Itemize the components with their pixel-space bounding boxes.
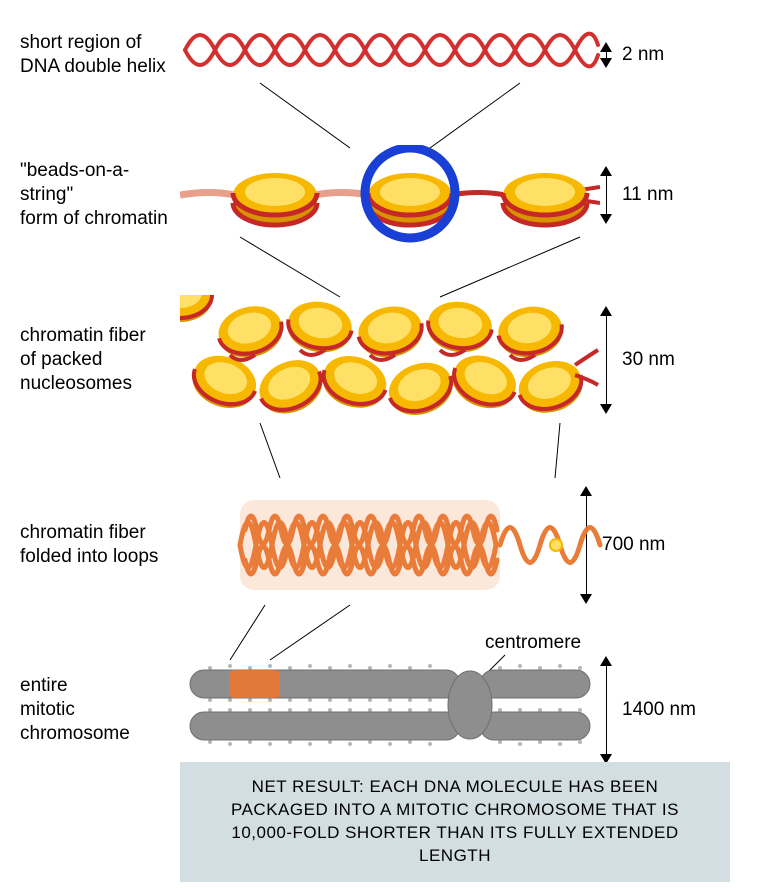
label-30nm: chromatin fiberof packednucleosomes	[0, 324, 180, 395]
measure-text-3: 30 nm	[622, 349, 675, 371]
label-dna-helix: short region ofDNA double helix	[0, 31, 180, 79]
measure-30nm: 30 nm	[600, 306, 760, 414]
label-chromosome: entiremitoticchromosome	[0, 674, 180, 745]
level-loops: chromatin fiberfolded into loops 700 nm	[0, 475, 764, 615]
vis-chromosome	[180, 650, 600, 770]
level-chromosome: entiremitoticchromosome	[0, 650, 764, 770]
measure-beads: 11 nm	[600, 166, 760, 224]
vis-beads	[180, 145, 600, 245]
measure-dna-helix: 2 nm	[600, 42, 760, 68]
measure-text-1: 2 nm	[622, 44, 664, 66]
measure-chromosome: 1400 nm	[600, 656, 760, 764]
measure-text-5: 1400 nm	[622, 699, 696, 721]
label-beads: "beads-on-a-string"form of chromatin	[0, 159, 180, 230]
label-loops: chromatin fiberfolded into loops	[0, 521, 180, 569]
vis-loops	[180, 475, 600, 615]
summary-box: NET RESULT: EACH DNA MOLECULE HAS BEEN P…	[180, 762, 730, 882]
vis-30nm	[180, 295, 600, 425]
level-30nm: chromatin fiberof packednucleosomes	[0, 295, 764, 425]
measure-text-2: 11 nm	[622, 184, 673, 206]
level-beads: "beads-on-a-string"form of chromatin	[0, 145, 764, 245]
